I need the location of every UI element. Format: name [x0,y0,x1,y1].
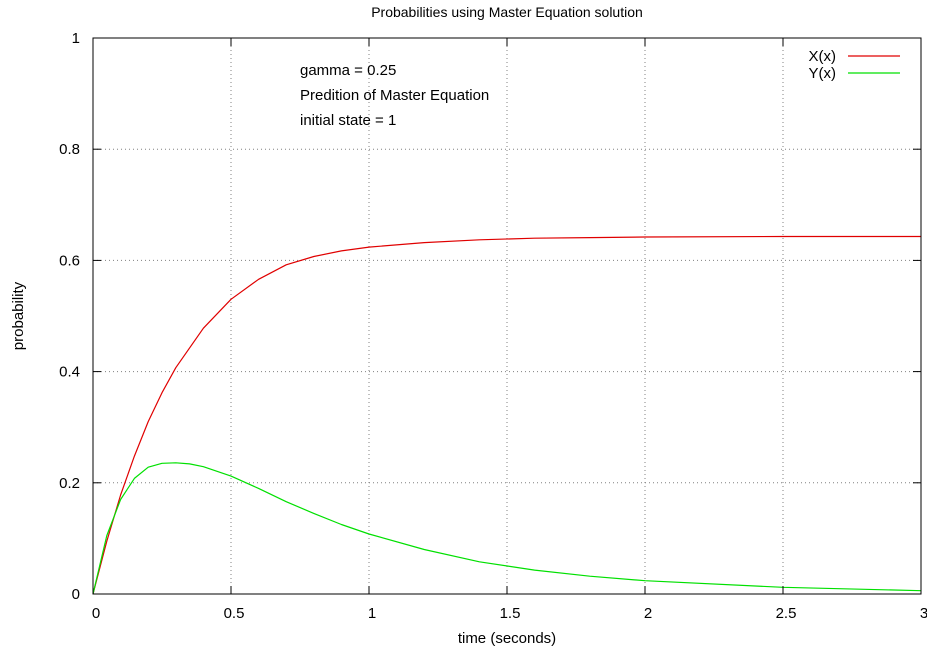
grid-lines [93,38,921,594]
legend-label: X(x) [809,48,837,65]
y-tick-label: 0.4 [59,364,80,381]
x-tick-label: 2 [644,605,652,622]
y-tick-label: 0.2 [59,475,80,492]
chart-title: Probabilities using Master Equation solu… [371,4,643,20]
x-tick-label: 1 [368,605,376,622]
y-tick-label: 0 [72,586,80,603]
x-tick-label: 0.5 [224,605,245,622]
series-line-2 [92,462,922,595]
annotation-text: Predition of Master Equation [300,87,489,104]
x-tick-label: 1.5 [500,605,521,622]
legend-label: Y(x) [809,65,837,82]
y-axis-title: probability [10,281,27,350]
series-line-1 [92,235,921,595]
x-axis-title: time (seconds) [458,630,556,647]
x-tick-label: 2.5 [776,605,797,622]
y-tick-label: 0.6 [59,252,80,269]
annotations: gamma = 0.25 Predition of Master Equation… [300,62,489,129]
y-tick-label: 0.8 [59,141,80,158]
axis-ticks: 0 0.5 1 1.5 2 2.5 3 0 0.2 0.4 0.6 0.8 1 [59,30,927,622]
y-tick-label: 1 [72,30,80,47]
annotation-text: gamma = 0.25 [300,62,396,79]
annotation-text: initial state = 1 [300,112,396,129]
x-tick-label: 3 [920,605,927,622]
series-lines [92,235,922,595]
x-tick-label: 0 [92,605,100,622]
legend: X(x)Y(x) [809,48,900,82]
